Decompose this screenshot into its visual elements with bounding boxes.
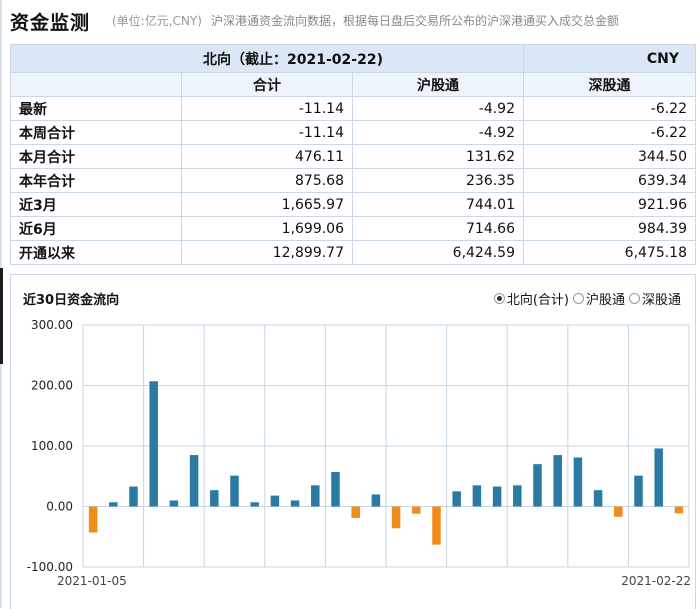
chart-bar[interactable] <box>351 506 360 518</box>
radio-northbound-total[interactable]: 北向(合计) <box>493 289 569 308</box>
radio-label: 沪股通 <box>585 293 625 308</box>
chart-bar[interactable] <box>654 448 663 507</box>
y-tick-label: -100.00 <box>27 560 73 574</box>
page-title: 资金监测 <box>10 12 91 34</box>
chart-bar[interactable] <box>109 502 118 507</box>
chart-bar[interactable] <box>129 486 138 507</box>
table-row: 近6月 1,699.06 714.66 984.39 <box>10 216 696 241</box>
table-row: 开通以来 12,899.77 6,424.59 6,475.18 <box>10 240 696 265</box>
x-start-label: 2021-01-05 <box>57 574 127 588</box>
cell-total: -11.14 <box>181 120 353 145</box>
cell-total: 1,665.97 <box>181 192 353 217</box>
cell-shanghai: 6,424.59 <box>352 240 524 265</box>
row-label: 本周合计 <box>10 120 182 145</box>
chart-bar[interactable] <box>674 506 684 514</box>
row-label: 近3月 <box>10 192 182 217</box>
column-header-total: 合计 <box>181 72 353 97</box>
chart-bar[interactable] <box>250 502 259 507</box>
table-row: 最新 -11.14 -4.92 -6.22 <box>10 96 696 121</box>
chart-bar[interactable] <box>452 491 461 507</box>
row-label: 本月合计 <box>10 144 182 169</box>
chart-bar[interactable] <box>88 506 98 533</box>
currency-label: CNY <box>523 44 696 73</box>
cell-total: -11.14 <box>181 96 353 121</box>
fund-flow-table: 北向（截止：2021-02-22) CNY 合计 沪股通 深股通 最新 -11.… <box>10 44 696 265</box>
cell-total: 1,699.06 <box>181 216 353 241</box>
unit-note: (单位:亿元,CNY) <box>112 14 202 28</box>
y-tick-label: 300.00 <box>31 318 73 332</box>
cell-shenzhen: -6.22 <box>523 120 696 145</box>
chart-bar[interactable] <box>533 464 542 507</box>
row-label: 最新 <box>10 96 182 121</box>
cell-shenzhen: 921.96 <box>523 192 696 217</box>
chart-bar[interactable] <box>290 500 300 507</box>
chart-bar[interactable] <box>371 494 381 507</box>
chart-bar[interactable] <box>149 381 158 507</box>
chart-bar[interactable] <box>614 506 623 517</box>
chart-bar[interactable] <box>311 485 320 507</box>
cell-total: 476.11 <box>181 144 353 169</box>
cell-shanghai: -4.92 <box>352 120 524 145</box>
chart-bar[interactable] <box>472 485 482 507</box>
cell-shanghai: -4.92 <box>352 96 524 121</box>
chart-bar[interactable] <box>331 472 340 507</box>
table-header-row: 合计 沪股通 深股通 <box>10 72 696 97</box>
radio-selected-icon <box>493 293 505 304</box>
table-row: 本周合计 -11.14 -4.92 -6.22 <box>10 120 696 145</box>
chart-title: 近30日资金流向 <box>23 293 120 308</box>
left-edge-scroll-marker[interactable] <box>0 268 3 364</box>
radio-label: 深股通 <box>641 293 681 308</box>
chart-bar[interactable] <box>230 475 239 507</box>
column-header-shenzhen: 深股通 <box>523 72 696 97</box>
cell-shenzhen: 639.34 <box>523 168 696 193</box>
cell-shanghai: 744.01 <box>352 192 524 217</box>
cell-shenzhen: -6.22 <box>523 96 696 121</box>
table-caption: 北向（截止：2021-02-22) <box>10 44 524 73</box>
cell-shenzhen: 344.50 <box>523 144 696 169</box>
radio-shenzhen-connect[interactable]: 深股通 <box>628 289 681 308</box>
y-tick-label: 200.00 <box>31 379 73 393</box>
cell-shanghai: 131.62 <box>352 144 524 169</box>
cell-shanghai: 236.35 <box>352 168 524 193</box>
chart-bar[interactable] <box>432 506 441 545</box>
radio-shanghai-connect[interactable]: 沪股通 <box>572 289 625 308</box>
radio-label: 北向(合计) <box>506 293 569 308</box>
chart-bar[interactable] <box>270 495 280 507</box>
radio-unselected-icon <box>572 293 584 304</box>
chart-bar[interactable] <box>513 485 522 507</box>
cell-shanghai: 714.66 <box>352 216 524 241</box>
chart-bar[interactable] <box>391 506 401 529</box>
cell-total: 875.68 <box>181 168 353 193</box>
chart-bar[interactable] <box>189 455 199 507</box>
chart-bar[interactable] <box>210 490 219 507</box>
cell-shenzhen: 6,475.18 <box>523 240 696 265</box>
series-radio-group: 北向(合计) 沪股通 深股通 <box>493 289 681 308</box>
row-label: 开通以来 <box>10 240 182 265</box>
chart-bar[interactable] <box>412 506 421 514</box>
y-tick-label: 0.00 <box>46 500 73 514</box>
header-blank <box>10 72 182 97</box>
chart-bar[interactable] <box>634 475 643 507</box>
radio-unselected-icon <box>628 293 640 304</box>
page-header: 资金监测 (单位:亿元,CNY) 沪深港通资金流向数据，根据每日盘后交易所公布的… <box>10 0 700 40</box>
table-row: 本月合计 476.11 131.62 344.50 <box>10 144 696 169</box>
row-label: 本年合计 <box>10 168 182 193</box>
table-row: 近3月 1,665.97 744.01 921.96 <box>10 192 696 217</box>
y-tick-label: 100.00 <box>31 439 73 453</box>
description-text: 沪深港通资金流向数据，根据每日盘后交易所公布的沪深港通买入成交总金额 <box>211 14 620 28</box>
chart-bar[interactable] <box>593 490 603 507</box>
row-label: 近6月 <box>10 216 182 241</box>
cell-total: 12,899.77 <box>181 240 353 265</box>
chart-bar[interactable] <box>492 486 502 507</box>
table-caption-row: 北向（截止：2021-02-22) CNY <box>10 44 696 73</box>
cell-shenzhen: 984.39 <box>523 216 696 241</box>
column-header-shanghai: 沪股通 <box>352 72 524 97</box>
chart-bar[interactable] <box>169 500 179 507</box>
x-end-label: 2021-02-22 <box>621 574 691 588</box>
chart-panel: 300.00 200.00 100.00 0.00 -100.00 2021-01-05 2… <box>10 274 696 609</box>
chart-bar[interactable] <box>573 457 583 507</box>
chart-bar[interactable] <box>553 455 562 507</box>
table-row: 本年合计 875.68 236.35 639.34 <box>10 168 696 193</box>
